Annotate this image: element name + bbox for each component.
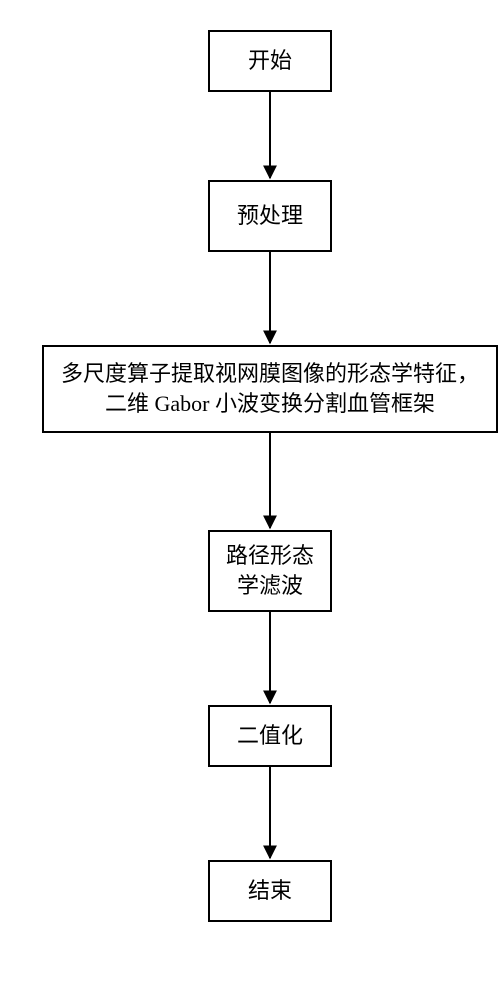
node-label: 开始 xyxy=(248,46,292,76)
flowchart-arrows xyxy=(0,0,502,1000)
node-end: 结束 xyxy=(208,860,332,922)
node-start: 开始 xyxy=(208,30,332,92)
flowchart-canvas: 开始 预处理 多尺度算子提取视网膜图像的形态学特征， 二维 Gabor 小波变换… xyxy=(0,0,502,1000)
node-label: 二值化 xyxy=(237,721,303,751)
node-label: 多尺度算子提取视网膜图像的形态学特征， 二维 Gabor 小波变换分割血管框架 xyxy=(61,359,479,418)
node-preproc: 预处理 xyxy=(208,180,332,252)
node-path: 路径形态 学滤波 xyxy=(208,530,332,612)
node-label: 预处理 xyxy=(237,201,303,231)
node-label: 路径形态 学滤波 xyxy=(226,541,314,600)
node-label: 结束 xyxy=(248,876,292,906)
node-extract: 多尺度算子提取视网膜图像的形态学特征， 二维 Gabor 小波变换分割血管框架 xyxy=(42,345,498,433)
node-binarize: 二值化 xyxy=(208,705,332,767)
